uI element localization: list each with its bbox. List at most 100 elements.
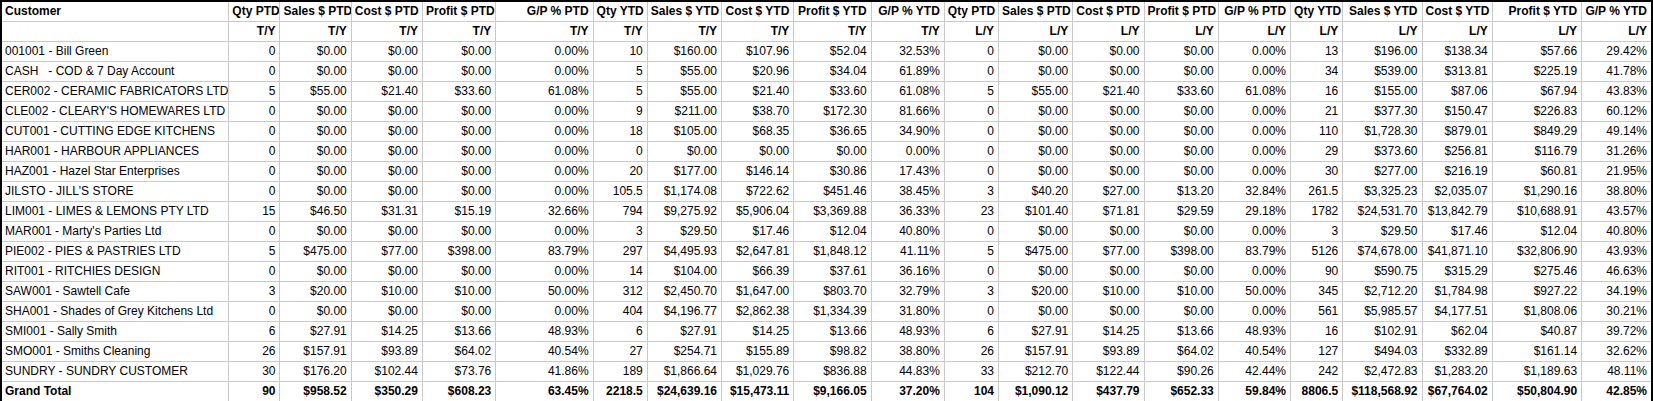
value-cell[interactable]: 14: [593, 262, 647, 282]
value-cell[interactable]: $93.89: [351, 342, 422, 362]
value-cell[interactable]: 10: [593, 42, 647, 62]
value-cell[interactable]: 49.14%: [1582, 122, 1652, 142]
column-header-cost-ytd-t-y[interactable]: Cost $ YTD: [722, 1, 794, 22]
value-cell[interactable]: $277.00: [1343, 162, 1422, 182]
value-cell[interactable]: $64.02: [1144, 342, 1218, 362]
value-cell[interactable]: 404: [593, 302, 647, 322]
value-cell[interactable]: $93.89: [1073, 342, 1144, 362]
value-cell[interactable]: 43.57%: [1582, 202, 1652, 222]
period-header-10[interactable]: L/Y: [944, 22, 998, 42]
value-cell[interactable]: $652.33: [1144, 382, 1218, 401]
value-cell[interactable]: 50.00%: [496, 282, 593, 302]
period-header-13[interactable]: L/Y: [1144, 22, 1218, 42]
value-cell[interactable]: $0.00: [351, 42, 422, 62]
value-cell[interactable]: $77.00: [351, 242, 422, 262]
value-cell[interactable]: 39.72%: [1582, 322, 1652, 342]
customer-cell[interactable]: 001001 - Bill Green: [1, 42, 229, 62]
value-cell[interactable]: $0.00: [722, 142, 794, 162]
value-cell[interactable]: $0.00: [351, 102, 422, 122]
customer-cell[interactable]: HAZ001 - Hazel Star Enterprises: [1, 162, 229, 182]
value-cell[interactable]: $0.00: [422, 42, 495, 62]
value-cell[interactable]: 17.43%: [871, 162, 944, 182]
value-cell[interactable]: $1,290.16: [1492, 182, 1581, 202]
value-cell[interactable]: 27: [593, 342, 647, 362]
value-cell[interactable]: $27.91: [280, 322, 351, 342]
value-cell[interactable]: 6: [593, 322, 647, 342]
value-cell[interactable]: $437.79: [1073, 382, 1144, 401]
value-cell[interactable]: 60.12%: [1582, 102, 1652, 122]
value-cell[interactable]: $107.96: [722, 42, 794, 62]
value-cell[interactable]: 26: [229, 342, 280, 362]
column-header-qty-ptd-l-y[interactable]: Qty PTD: [944, 1, 998, 22]
value-cell[interactable]: $21.40: [1073, 82, 1144, 102]
value-cell[interactable]: $52.04: [794, 42, 871, 62]
value-cell[interactable]: $13.66: [1144, 322, 1218, 342]
value-cell[interactable]: $0.00: [280, 142, 351, 162]
value-cell[interactable]: $0.00: [280, 162, 351, 182]
value-cell[interactable]: $2,035.07: [1422, 182, 1492, 202]
value-cell[interactable]: 44.83%: [871, 362, 944, 382]
period-header-11[interactable]: L/Y: [999, 22, 1073, 42]
value-cell[interactable]: 0: [944, 222, 998, 242]
value-cell[interactable]: $0.00: [422, 262, 495, 282]
value-cell[interactable]: 127: [1291, 342, 1343, 362]
value-cell[interactable]: 9: [593, 102, 647, 122]
value-cell[interactable]: 23: [944, 202, 998, 222]
value-cell[interactable]: $13,842.79: [1422, 202, 1492, 222]
value-cell[interactable]: 36.33%: [871, 202, 944, 222]
value-cell[interactable]: $332.89: [1422, 342, 1492, 362]
value-cell[interactable]: $0.00: [351, 122, 422, 142]
value-cell[interactable]: $539.00: [1343, 62, 1422, 82]
value-cell[interactable]: $0.00: [794, 142, 871, 162]
value-cell[interactable]: $155.00: [1343, 82, 1422, 102]
value-cell[interactable]: 48.11%: [1582, 362, 1652, 382]
value-cell[interactable]: $0.00: [1144, 222, 1218, 242]
value-cell[interactable]: 31.26%: [1582, 142, 1652, 162]
value-cell[interactable]: 38.80%: [871, 342, 944, 362]
value-cell[interactable]: 37.20%: [871, 382, 944, 401]
value-cell[interactable]: $225.19: [1492, 62, 1581, 82]
value-cell[interactable]: $55.00: [647, 62, 721, 82]
value-cell[interactable]: $0.00: [422, 102, 495, 122]
value-cell[interactable]: 41.78%: [1582, 62, 1652, 82]
value-cell[interactable]: $1,334.39: [794, 302, 871, 322]
value-cell[interactable]: 50.00%: [1218, 282, 1290, 302]
value-cell[interactable]: $0.00: [280, 302, 351, 322]
value-cell[interactable]: $27.00: [1073, 182, 1144, 202]
value-cell[interactable]: $27.91: [647, 322, 721, 342]
value-cell[interactable]: 110: [1291, 122, 1343, 142]
value-cell[interactable]: $29.50: [647, 222, 721, 242]
value-cell[interactable]: $275.46: [1492, 262, 1581, 282]
customer-column-header[interactable]: Customer: [1, 1, 229, 22]
value-cell[interactable]: $0.00: [1144, 142, 1218, 162]
column-header-profit-ytd-t-y[interactable]: Profit $ YTD: [794, 1, 871, 22]
period-header-3[interactable]: T/Y: [422, 22, 495, 42]
value-cell[interactable]: 0: [944, 142, 998, 162]
column-header-qty-ytd-t-y[interactable]: Qty YTD: [593, 1, 647, 22]
customer-cell[interactable]: MAR001 - Marty's Parties Ltd: [1, 222, 229, 242]
value-cell[interactable]: 6: [944, 322, 998, 342]
value-cell[interactable]: 0.00%: [496, 302, 593, 322]
value-cell[interactable]: $0.00: [351, 262, 422, 282]
value-cell[interactable]: $13.20: [1144, 182, 1218, 202]
value-cell[interactable]: $1,728.30: [1343, 122, 1422, 142]
value-cell[interactable]: $10.00: [1144, 282, 1218, 302]
value-cell[interactable]: 42.85%: [1582, 382, 1652, 401]
value-cell[interactable]: $176.20: [280, 362, 351, 382]
value-cell[interactable]: $254.71: [647, 342, 721, 362]
value-cell[interactable]: $90.26: [1144, 362, 1218, 382]
value-cell[interactable]: 0.00%: [496, 122, 593, 142]
value-cell[interactable]: $0.00: [280, 122, 351, 142]
value-cell[interactable]: 3: [944, 282, 998, 302]
value-cell[interactable]: $475.00: [280, 242, 351, 262]
period-header-2[interactable]: T/Y: [351, 22, 422, 42]
customer-cell[interactable]: PIE002 - PIES & PASTRIES LTD: [1, 242, 229, 262]
value-cell[interactable]: $102.91: [1343, 322, 1422, 342]
value-cell[interactable]: $17.46: [722, 222, 794, 242]
value-cell[interactable]: $50,804.90: [1492, 382, 1581, 401]
value-cell[interactable]: $29.59: [1144, 202, 1218, 222]
value-cell[interactable]: 26: [944, 342, 998, 362]
value-cell[interactable]: $29.50: [1343, 222, 1422, 242]
value-cell[interactable]: 38.80%: [1582, 182, 1652, 202]
value-cell[interactable]: $0.00: [1073, 222, 1144, 242]
